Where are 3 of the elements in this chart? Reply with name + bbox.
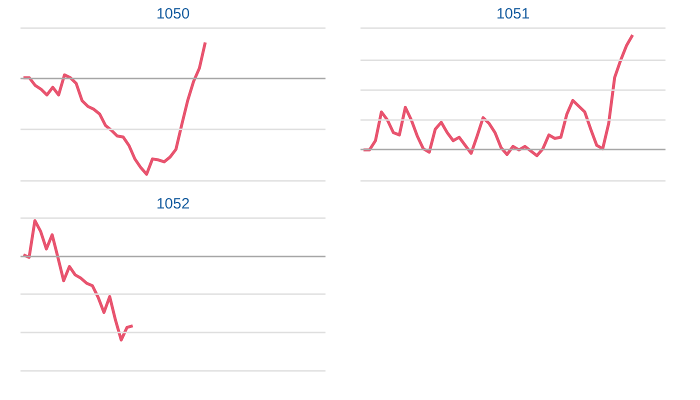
chart-title: 1051 — [496, 6, 530, 22]
chart-title: 1050 — [156, 6, 190, 22]
chart-title: 1052 — [156, 196, 190, 212]
